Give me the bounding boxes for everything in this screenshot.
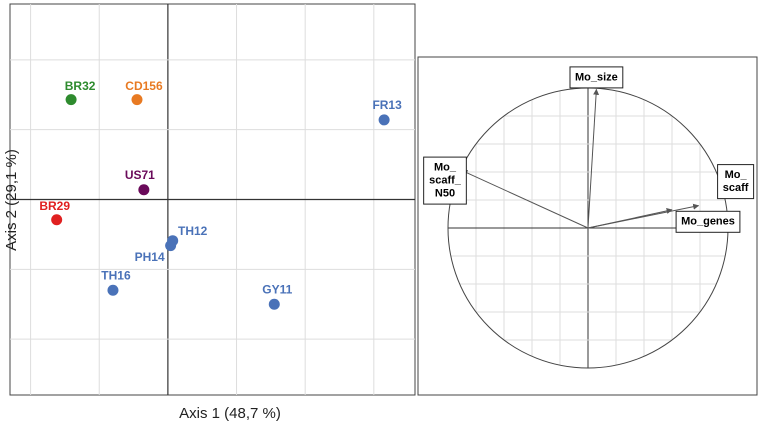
variable-label: Mo_size (569, 66, 624, 89)
point-label: US71 (125, 168, 155, 182)
point-label: TH16 (101, 268, 131, 282)
label-box (569, 66, 624, 89)
variable-label-text: Mo_size (575, 71, 618, 83)
variable-label-text: scaff (723, 182, 749, 194)
scatter-plot: BR32 CD156 FR13 US71 BR29 TH12 PH14 TH16 GY11 (10, 4, 415, 395)
data-point (131, 94, 143, 106)
loading-arrow (587, 88, 600, 229)
point-label: PH14 (135, 250, 165, 264)
loading-arrow (461, 170, 589, 229)
variable-label-text: Mo_ (434, 162, 457, 174)
variable-label: Mo_scaff (717, 164, 755, 200)
point-label: BR32 (65, 79, 96, 93)
y-axis-title: Axis 2 (29,1 %) (3, 149, 20, 251)
point-label: CD156 (125, 79, 163, 93)
data-point (107, 284, 119, 296)
x-axis-title: Axis 1 (48,7 %) (179, 405, 281, 422)
variable-label: Mo_scaff_N50 (423, 156, 467, 205)
point-label: GY11 (262, 282, 292, 296)
variable-label: Mo_genes (675, 210, 741, 233)
data-point (51, 214, 63, 226)
data-point (165, 240, 177, 252)
data-point (378, 114, 390, 126)
label-box (675, 210, 741, 233)
label-box (423, 156, 467, 205)
data-point (268, 298, 280, 310)
data-point (65, 94, 77, 106)
variable-label-text: Mo_ (725, 169, 748, 181)
variable-label-text: Mo_genes (681, 216, 735, 228)
point-label: BR29 (39, 199, 70, 213)
variable-label-text: N50 (435, 188, 455, 200)
variable-label-text: scaff_ (429, 175, 462, 187)
loading-arrow (587, 208, 673, 229)
point-label: TH12 (178, 224, 208, 238)
data-point (138, 184, 150, 196)
label-box (717, 164, 755, 200)
point-label: FR13 (372, 98, 402, 112)
